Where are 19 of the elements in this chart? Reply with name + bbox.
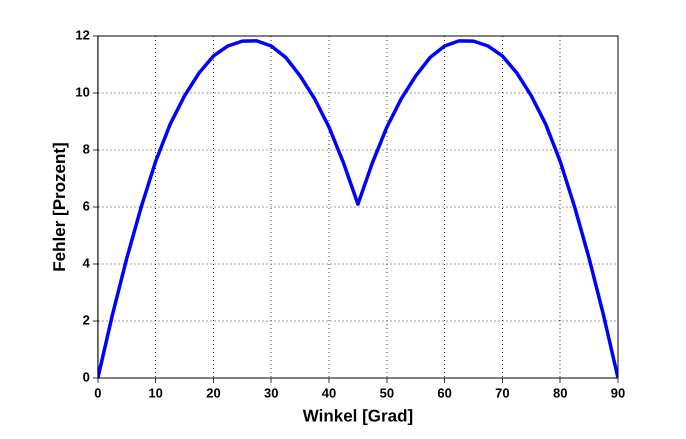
x-tick-label: 80	[552, 385, 568, 400]
y-tick-label: 4	[82, 256, 91, 271]
y-tick-label: 2	[82, 312, 90, 328]
x-tick-label: 0	[94, 385, 102, 400]
x-tick-label: 40	[322, 385, 336, 400]
x-tick-label: 30	[264, 385, 278, 400]
x-tick-label: 90	[610, 385, 626, 400]
x-tick-label: 10	[148, 385, 163, 400]
x-tick-label: 70	[495, 385, 510, 400]
y-axis-title: Fehler [Prozent]	[50, 142, 69, 272]
y-tick-label: 8	[82, 142, 90, 157]
y-tick-label: 12	[75, 28, 90, 43]
x-tick-label: 50	[380, 385, 394, 400]
y-tick-label: 0	[82, 370, 90, 385]
y-tick-label: 10	[75, 84, 90, 100]
x-tick-label: 60	[437, 385, 452, 400]
x-tick-label: 20	[206, 385, 221, 400]
y-tick-label: 6	[82, 198, 90, 214]
x-axis-title: Winkel [Grad]	[302, 406, 414, 426]
